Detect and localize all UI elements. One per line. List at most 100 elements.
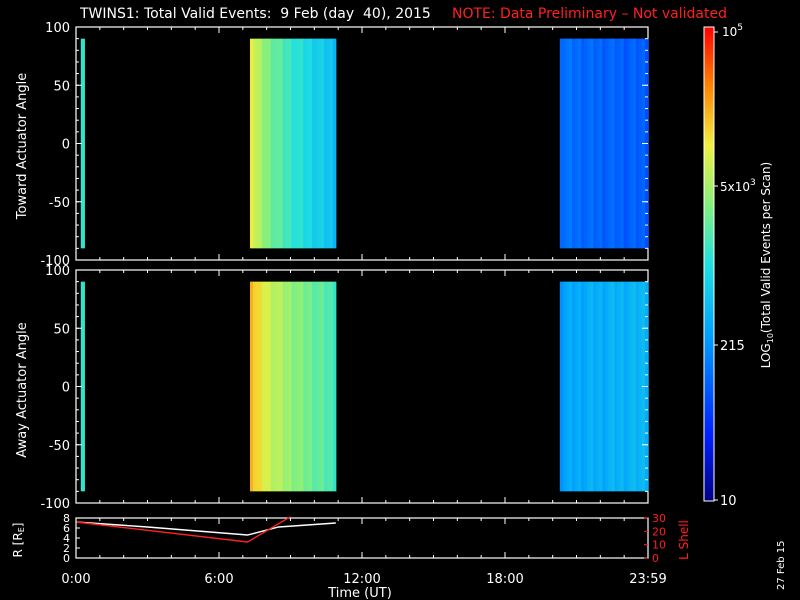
ytick-label: -50 <box>49 196 70 211</box>
heatmap-cell <box>285 38 290 249</box>
heatmap-cell <box>315 38 319 249</box>
ytick-label: -100 <box>40 254 70 269</box>
heatmap-cell <box>332 38 337 249</box>
heatmap-cell <box>617 281 622 492</box>
heatmap-cell <box>596 281 600 492</box>
heatmap-cell <box>620 281 625 492</box>
heatmap-cell <box>326 281 331 492</box>
heatmap-cell <box>297 38 301 249</box>
heatmap-cell <box>332 281 337 492</box>
heatmap-cell <box>614 281 619 492</box>
colorbar-label: LOG10(Total Valid Events per Scan) <box>759 162 775 369</box>
heatmap-cell <box>318 281 322 492</box>
heatmap-cell <box>568 281 573 492</box>
orbit-line <box>75 521 336 536</box>
heatmap-cell <box>559 38 564 249</box>
heatmap-cell <box>267 281 272 492</box>
heatmap-cell <box>252 38 257 249</box>
orbit-line <box>75 516 291 543</box>
heatmap-cell <box>300 281 304 492</box>
heatmap-cell <box>629 38 634 249</box>
heatmap-cell <box>267 38 272 249</box>
heatmap-cell <box>294 281 298 492</box>
heatmap-cell <box>276 281 281 492</box>
heatmap-cell <box>559 281 564 492</box>
heatmap-cell <box>315 281 319 492</box>
heatmap-cell <box>620 38 625 249</box>
ytick-label: 0 <box>62 138 70 153</box>
heatmap-cell <box>309 38 313 249</box>
heatmap-cell <box>279 38 284 249</box>
heatmap-cell <box>590 38 594 249</box>
heatmap-cell <box>249 281 254 492</box>
ytick-label: 0 <box>62 381 70 396</box>
xtick-label: 23:59 <box>629 572 666 587</box>
heatmap-segment <box>559 38 649 249</box>
heatmap-cell <box>326 38 331 249</box>
ytick-label: 50 <box>53 322 70 337</box>
heatmap-cell <box>593 38 597 249</box>
heatmap-cell <box>264 38 269 249</box>
orbit-left-tick-label: 8 <box>63 512 70 525</box>
toward-yticks: 100 50 0 -50 -100 <box>40 21 648 269</box>
heatmap-cell <box>565 38 570 249</box>
heatmap-cell <box>614 38 619 249</box>
heatmap-cell <box>602 38 607 249</box>
away-ylabel: Away Actuator Angle <box>15 322 30 457</box>
heatmap-cell <box>273 281 278 492</box>
heatmap-cell <box>632 38 637 249</box>
heatmap-cell <box>329 38 334 249</box>
orbit-left-tick-label: 0 <box>63 552 70 565</box>
heatmap-cell <box>291 281 295 492</box>
preliminary-note: NOTE: Data Preliminary – Not validated <box>452 6 727 22</box>
heatmap-cell <box>605 38 610 249</box>
heatmap-cell <box>605 281 610 492</box>
heatmap-cell <box>323 38 328 249</box>
heatmap-cell <box>617 38 622 249</box>
heatmap-cell <box>638 38 643 249</box>
heatmap-cell <box>276 38 281 249</box>
heatmap-segment <box>249 38 337 249</box>
heatmap-cell <box>635 281 640 492</box>
heatmap-cell <box>587 38 591 249</box>
heatmap-cell <box>587 281 591 492</box>
heatmap-segment <box>249 281 337 492</box>
heatmap-cell <box>575 281 579 492</box>
orbit-series <box>75 516 336 543</box>
orbit-right-tick-label: 10 <box>652 539 666 552</box>
orbit-right-tick-label: 20 <box>652 525 666 538</box>
heatmap-cell <box>285 281 290 492</box>
heatmap-cell <box>282 38 287 249</box>
colorbar: 105 5x103 215 10 LOG10(Total Valid Event… <box>703 23 775 509</box>
orbit-right-tick-label: 0 <box>652 552 659 565</box>
colorbar-tick-5e3: 5x103 <box>720 178 756 194</box>
heatmap-cell <box>611 38 616 249</box>
heatmap-cell <box>635 38 640 249</box>
heatmap-cell <box>608 281 613 492</box>
heatmap-cell <box>312 281 316 492</box>
heatmap-cell <box>258 281 263 492</box>
heatmap-cell <box>261 38 266 249</box>
ytick-label: 100 <box>45 21 70 36</box>
heatmap-cell <box>608 38 613 249</box>
heatmap-cell <box>258 38 263 249</box>
heatmap-segment <box>80 281 85 492</box>
heatmap-cell <box>273 38 278 249</box>
heatmap-cell <box>80 281 85 492</box>
heatmap-cell <box>264 281 269 492</box>
heatmap-cell <box>599 281 603 492</box>
toward-panel <box>75 26 649 261</box>
heatmap-cell <box>294 38 298 249</box>
heatmap-cell <box>270 38 275 249</box>
heatmap-cell <box>249 38 254 249</box>
heatmap-cell <box>562 281 567 492</box>
heatmap-cell <box>638 281 643 492</box>
heatmap-cell <box>309 281 313 492</box>
heatmap-cell <box>578 281 582 492</box>
heatmap-cell <box>565 281 570 492</box>
heatmap-cell <box>306 281 310 492</box>
x-axis-ticks: 0:00 6:00 12:00 18:00 23:59 <box>61 27 667 587</box>
colorbar-tick-215: 215 <box>720 339 745 354</box>
